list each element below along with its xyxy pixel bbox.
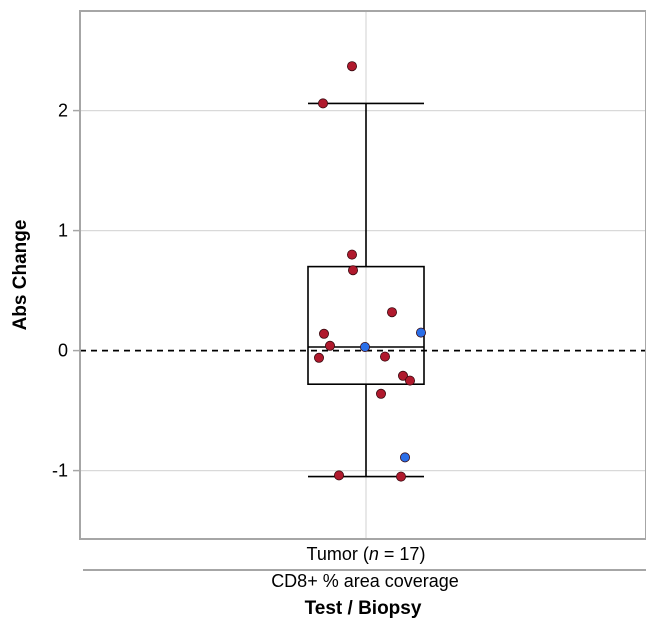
y-tick-labels: -1 0 1 2 xyxy=(52,101,80,481)
plot-frame xyxy=(79,10,646,540)
data-point-5 xyxy=(386,307,397,318)
point-layer xyxy=(313,61,426,482)
y-tick-label--1: -1 xyxy=(52,461,68,481)
data-point-4 xyxy=(347,265,358,276)
x-axis-title: Test / Biopsy xyxy=(305,598,422,619)
category-label: Tumor (n = 17) xyxy=(307,544,426,564)
y-axis-title: Abs Change xyxy=(10,220,31,331)
y-tick-label-2: 2 xyxy=(58,101,68,121)
data-point-8 xyxy=(324,340,335,351)
data-point-15 xyxy=(399,452,410,463)
group-label: CD8+ % area coverage xyxy=(271,571,459,591)
data-point-12 xyxy=(397,370,408,381)
y-tick-label-0: 0 xyxy=(58,341,68,361)
data-point-13 xyxy=(404,375,415,386)
data-point-14 xyxy=(375,388,386,399)
interquartile-box xyxy=(307,265,425,386)
grid-layer xyxy=(80,11,646,539)
data-point-9 xyxy=(359,341,370,352)
data-point-1 xyxy=(346,61,357,72)
data-point-3 xyxy=(346,249,357,260)
data-point-16 xyxy=(333,470,344,481)
data-point-6 xyxy=(415,327,426,338)
data-point-17 xyxy=(395,471,406,482)
data-point-11 xyxy=(379,351,390,362)
data-point-10 xyxy=(313,352,324,363)
data-point-7 xyxy=(318,328,329,339)
y-tick-label-1: 1 xyxy=(58,221,68,241)
data-point-2 xyxy=(317,98,328,109)
